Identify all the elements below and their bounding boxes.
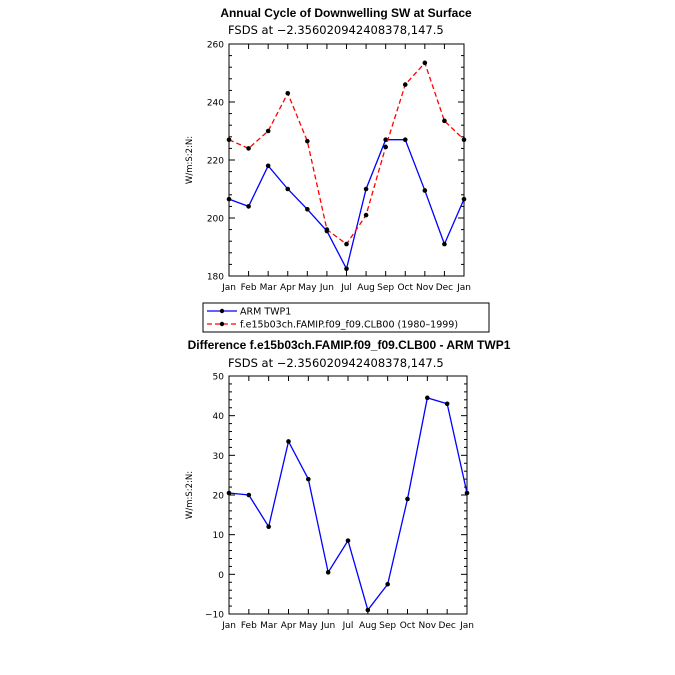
x-tick-label: Apr (280, 283, 296, 293)
series-0-point (425, 395, 430, 401)
series-0-point (385, 581, 390, 587)
series-0-point (464, 490, 470, 496)
chart2-ylabel: W/m:S:2:N: (185, 471, 195, 519)
series-0-point (305, 207, 310, 212)
legend-item-model: f.e15b03ch.FAMIP.f09_f09.CLB00 (1980–199… (207, 320, 458, 331)
x-tick-label: Jan (221, 621, 236, 631)
series-line-0 (228, 396, 468, 612)
x-tick-label: Aug (359, 621, 377, 631)
x-tick-label: Feb (241, 621, 257, 631)
legend-label-arm: ARM TWP1 (240, 307, 291, 318)
chart2-plot: Jan Feb Mar Apr May Jun Jul Aug Sep Oct Nov Dec Jan−… (205, 373, 474, 632)
series-0-point (285, 186, 291, 192)
series-0-point (442, 241, 447, 247)
x-tick-label: Aug (357, 283, 375, 293)
series-1-point (442, 118, 447, 124)
y-tick-label: 180 (207, 273, 224, 283)
series-1-point (246, 146, 251, 151)
series-0-point (461, 196, 467, 202)
x-tick-label: Mar (260, 621, 277, 631)
chart1-legend-box (202, 302, 490, 333)
x-tick-label: Sep (379, 621, 396, 631)
x-tick-label: Dec (436, 283, 453, 293)
y-tick-label: 40 (213, 412, 225, 422)
x-tick-label: Oct (397, 283, 413, 293)
x-tick-label: Oct (400, 621, 416, 631)
y-tick-label: 200 (207, 215, 224, 225)
y-tick-label: 20 (213, 492, 225, 502)
y-tick-label: 50 (213, 373, 225, 383)
series-0-point (226, 196, 232, 202)
series-0-point (402, 137, 408, 142)
series-0-point (286, 439, 291, 444)
series-1-point (305, 138, 310, 144)
series-line-1 (228, 61, 465, 246)
series-0-point (246, 492, 252, 498)
y-tick-label: 220 (207, 157, 224, 167)
x-tick-label: May (298, 283, 317, 293)
series-1-point (402, 82, 408, 87)
x-tick-label: Feb (241, 283, 257, 293)
plot-frame (228, 43, 465, 277)
series-0-point (365, 607, 371, 613)
x-tick-label: Jan (221, 283, 236, 293)
series-1-point (285, 91, 291, 96)
series-1-point (422, 60, 428, 66)
series-1-point (226, 137, 232, 142)
series-1-point (344, 241, 349, 247)
chart2-title: Difference f.e15b03ch.FAMIP.f09_f09.CLB0… (188, 338, 511, 352)
chart1-title: Annual Cycle of Downwelling SW at Surfac… (220, 6, 472, 20)
series-1-point (363, 212, 369, 218)
series-line-0 (228, 139, 465, 271)
series-0-point (265, 163, 271, 169)
series-0-point (383, 137, 388, 142)
chart2-subtitle: FSDS at −2.356020942408378,147.5 (228, 356, 444, 370)
series-1-point (383, 144, 388, 150)
chart1-subtitle: FSDS at −2.356020942408378,147.5 (228, 23, 444, 37)
x-tick-label: Nov (419, 621, 437, 631)
y-tick-label: 240 (207, 99, 224, 109)
y-tick-label: 260 (207, 41, 224, 51)
series-0-point (226, 490, 232, 496)
x-tick-label: Jun (319, 283, 334, 293)
legend-label-model: f.e15b03ch.FAMIP.f09_f09.CLB00 (1980–199… (240, 320, 458, 331)
series-1-point (324, 227, 330, 232)
x-tick-label: Jan (459, 621, 474, 631)
y-tick-label: 30 (213, 452, 225, 462)
y-tick-label: 0 (218, 571, 224, 581)
series-0-point (344, 266, 349, 272)
x-tick-label: Dec (438, 621, 455, 631)
x-tick-label: Sep (377, 283, 394, 293)
x-tick-label: Nov (416, 283, 434, 293)
x-tick-label: Jun (320, 621, 335, 631)
chart1-ylabel: W/m:S:2:N: (185, 136, 195, 184)
series-0-point (345, 538, 351, 543)
x-tick-label: Jul (340, 283, 352, 293)
x-tick-label: Apr (281, 621, 297, 631)
series-0-point (306, 476, 311, 482)
series-0-point (266, 524, 271, 530)
series-0-point (363, 186, 369, 192)
x-tick-label: May (299, 621, 318, 631)
series-0-point (246, 204, 251, 209)
series-1-point (265, 128, 271, 134)
legend-item-arm: ARM TWP1 (207, 307, 291, 318)
x-tick-label: Jan (456, 283, 471, 293)
series-0-point (405, 496, 410, 502)
series-0-point (422, 188, 428, 193)
y-tick-label: 10 (213, 531, 225, 541)
series-0-point (444, 401, 450, 407)
x-tick-label: Mar (260, 283, 277, 293)
plot-frame (228, 375, 468, 615)
chart1-plot: Jan Feb Mar Apr May Jun Jul Aug Sep Oct Nov Dec Jan1… (207, 41, 471, 294)
series-0-point (325, 570, 331, 575)
series-1-point (461, 137, 467, 142)
x-tick-label: Jul (342, 621, 354, 631)
y-tick-label: −10 (205, 611, 224, 621)
